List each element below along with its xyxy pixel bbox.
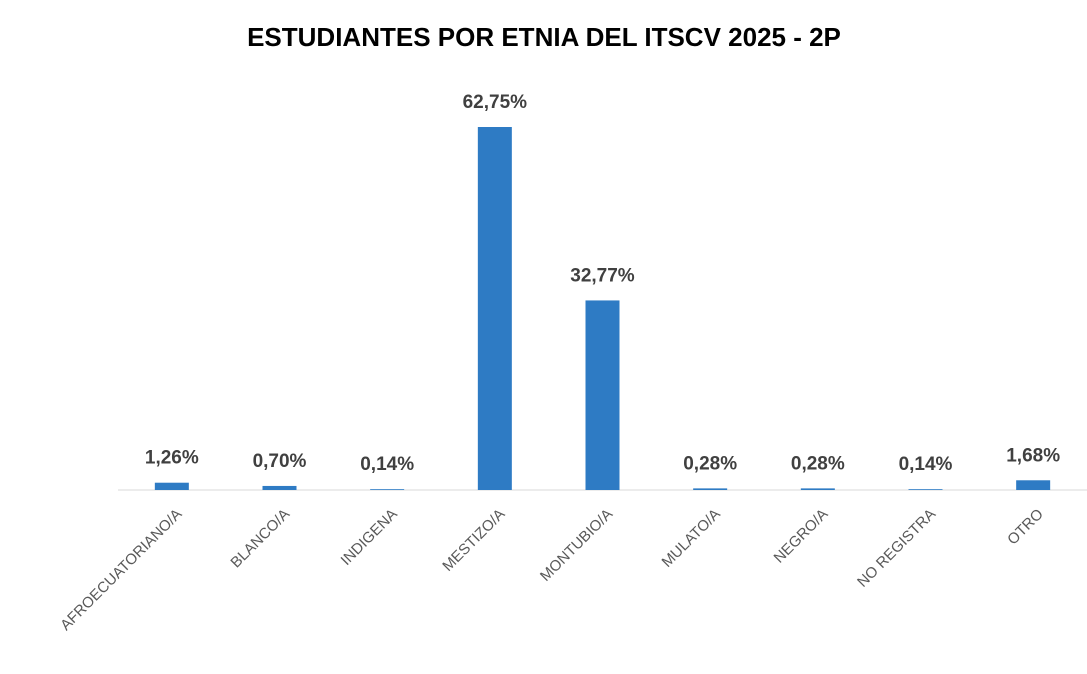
data-label: 32,77% (570, 265, 635, 286)
bar (585, 300, 620, 490)
bar (800, 488, 835, 490)
data-label: 0,14% (899, 454, 953, 475)
bar (908, 489, 943, 490)
data-label: 1,26% (145, 448, 199, 469)
data-label: 0,28% (683, 453, 737, 474)
data-label: 0,28% (791, 453, 845, 474)
chart-title: ESTUDIANTES POR ETNIA DEL ITSCV 2025 - 2… (247, 22, 841, 52)
bar (370, 489, 405, 490)
bar (262, 485, 297, 490)
data-label: 0,70% (253, 451, 307, 472)
bar (477, 127, 512, 490)
bar (693, 488, 728, 490)
data-label: 1,68% (1006, 445, 1060, 466)
data-label: 0,14% (360, 454, 414, 475)
bar (154, 482, 189, 490)
bar (1016, 480, 1051, 490)
data-label: 62,75% (463, 92, 528, 113)
